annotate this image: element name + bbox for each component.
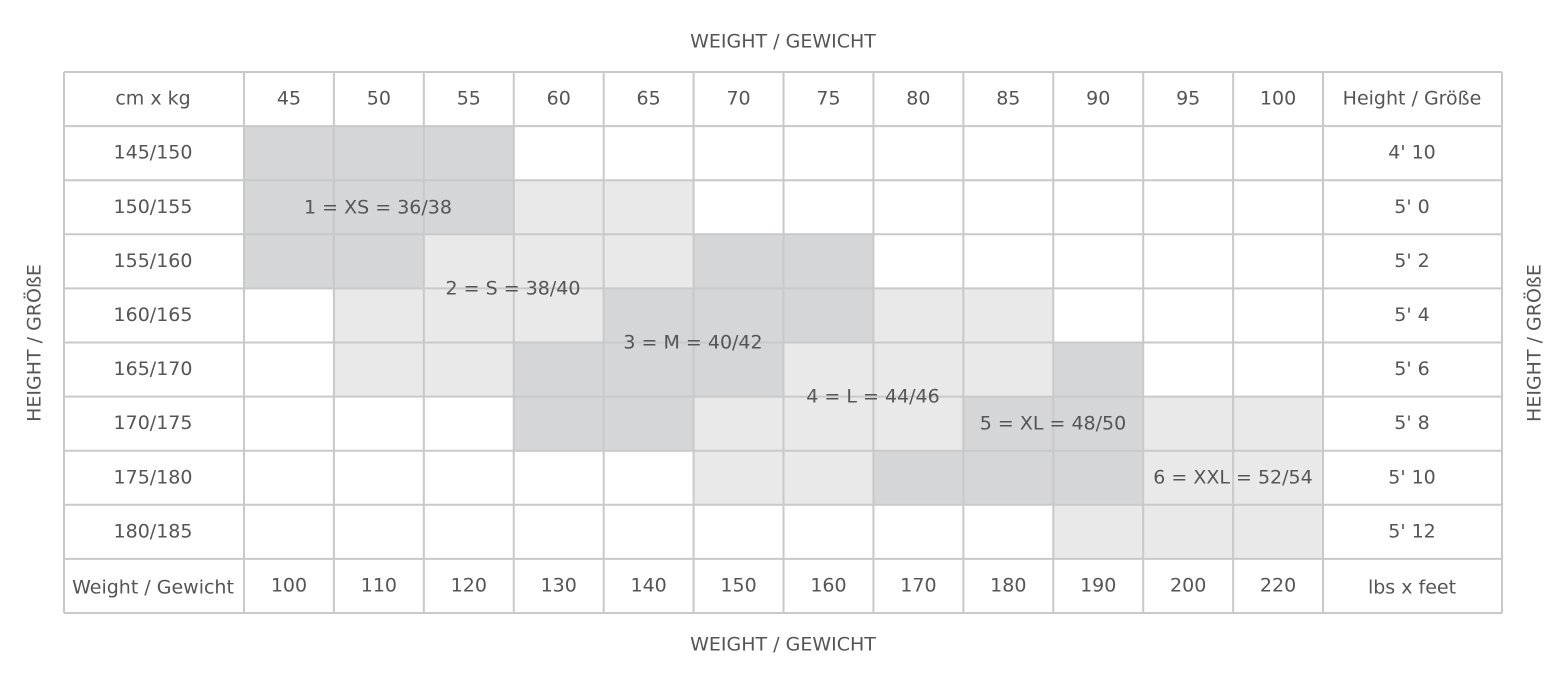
bottom-label: WEIGHT / GEWICHT	[690, 634, 876, 656]
feet-cell: 5' 4	[1394, 304, 1429, 326]
cm-cell: 175/180	[114, 466, 193, 488]
footer-label: Weight / Gewicht	[72, 577, 234, 599]
size-zone	[874, 343, 1144, 505]
size-label: 2 = S = 38/40	[446, 278, 581, 300]
cm-cell: 150/155	[114, 196, 193, 218]
kg-header: 50	[367, 88, 391, 110]
size-label: 3 = M = 40/42	[623, 332, 762, 354]
lbs-footer: 200	[1170, 574, 1206, 596]
feet-cell: 4' 10	[1388, 142, 1436, 164]
feet-cell: 5' 2	[1394, 250, 1429, 272]
kg-header: 95	[1176, 88, 1200, 110]
size-label: 6 = XXL = 52/54	[1153, 467, 1312, 489]
lbs-footer: 130	[541, 574, 577, 596]
cm-cell: 145/150	[114, 142, 193, 164]
lbs-footer: 140	[631, 574, 667, 596]
kg-header: 65	[637, 88, 661, 110]
cm-cell: 165/170	[114, 358, 193, 380]
feet-cell: 5' 8	[1394, 412, 1429, 434]
cm-cell: 160/165	[114, 304, 193, 326]
lbs-footer: 150	[720, 574, 756, 596]
kg-header: 60	[547, 88, 571, 110]
kg-header: 55	[457, 88, 481, 110]
feet-cell: 5' 12	[1388, 520, 1436, 542]
corner-label: cm x kg	[115, 88, 190, 110]
footer-end: lbs x feet	[1368, 577, 1456, 599]
height-header: Height / Größe	[1343, 88, 1482, 110]
cm-cell: 170/175	[114, 412, 193, 434]
top-label: WEIGHT / GEWICHT	[690, 31, 876, 53]
cm-cell: 155/160	[114, 250, 193, 272]
lbs-footer: 120	[451, 574, 487, 596]
lbs-footer: 160	[810, 574, 846, 596]
cm-cell: 180/185	[114, 520, 193, 542]
feet-cell: 5' 10	[1388, 466, 1436, 488]
lbs-footer: 190	[1080, 574, 1116, 596]
kg-header: 100	[1260, 88, 1296, 110]
size-zone	[244, 126, 514, 289]
lbs-footer: 110	[361, 574, 397, 596]
kg-header: 75	[816, 88, 840, 110]
feet-cell: 5' 6	[1394, 358, 1429, 380]
size-label: 5 = XL = 48/50	[980, 413, 1126, 435]
kg-header: 45	[277, 88, 301, 110]
lbs-footer: 170	[900, 574, 936, 596]
lbs-footer: 180	[990, 574, 1026, 596]
kg-header: 90	[1086, 88, 1110, 110]
right-label: HEIGHT / GRÖßE	[1523, 264, 1546, 422]
lbs-footer: 220	[1260, 574, 1296, 596]
grid	[63, 71, 1503, 614]
feet-cell: 5' 0	[1394, 196, 1429, 218]
kg-header: 70	[726, 88, 750, 110]
size-zone	[1054, 397, 1323, 559]
kg-header: 85	[996, 88, 1020, 110]
kg-header: 80	[906, 88, 930, 110]
lbs-footer: 100	[271, 574, 307, 596]
size-label: 4 = L = 44/46	[806, 386, 939, 408]
left-label: HEIGHT / GRÖßE	[23, 264, 46, 422]
size-label: 1 = XS = 36/38	[304, 197, 452, 219]
